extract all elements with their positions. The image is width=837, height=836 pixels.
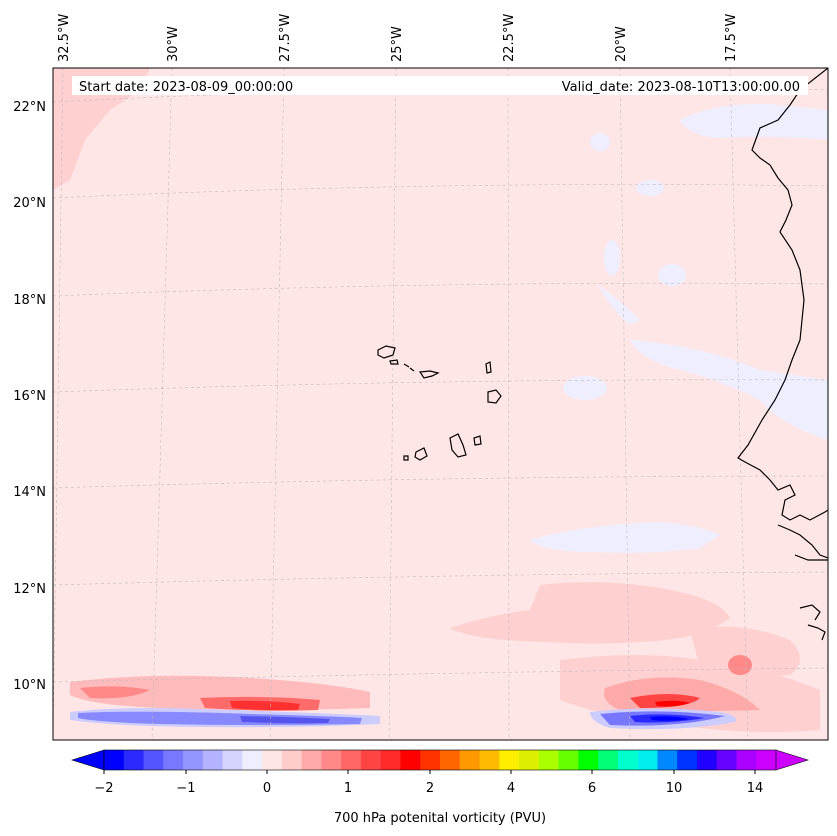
colorbar-swatch [538, 750, 560, 770]
colorbar-swatch [617, 750, 639, 770]
colorbar-swatch [459, 750, 481, 770]
lon-label-27-5w: 27.5°W [278, 14, 293, 62]
colorbar-swatch [123, 750, 145, 770]
colorbar-swatch [143, 750, 164, 770]
colorbar-swatches [104, 750, 777, 770]
colorbar-swatch [519, 750, 540, 770]
colorbar-swatch [281, 750, 303, 770]
date-label-box [72, 76, 808, 95]
lat-label-20n: 20°N [13, 196, 46, 211]
valid-date-label: Valid_date: 2023-08-10T13:00:00.00 [562, 80, 800, 95]
colorbar-swatch [104, 750, 125, 770]
cb-tick-label: −1 [176, 781, 195, 796]
cb-tick-label: −2 [94, 781, 113, 796]
cb-tick-label: 1 [344, 781, 352, 796]
lon-label-25w: 25°W [390, 26, 405, 62]
cb-tick-label: 4 [507, 781, 515, 796]
lat-label-12n: 12°N [13, 582, 46, 597]
colorbar-swatch [499, 750, 520, 770]
lon-label-22-5w: 22.5°W [502, 14, 517, 62]
colorbar-max-extend [775, 749, 810, 771]
colorbar-swatch [222, 750, 243, 770]
colorbar-swatch [202, 750, 224, 770]
colorbar-swatch [400, 750, 421, 770]
cb-tick-label: 10 [666, 781, 683, 796]
colorbar-swatch [657, 750, 678, 770]
lat-label-16n: 16°N [13, 389, 46, 404]
colorbar-swatch [440, 750, 461, 770]
lat-label-14n: 14°N [13, 485, 46, 500]
lon-label-20w: 20°W [614, 26, 629, 62]
colorbar-frame [103, 749, 777, 771]
colorbar-swatch [341, 750, 362, 770]
colorbar-swatch [163, 750, 184, 770]
colorbar-swatch [716, 750, 737, 770]
colorbar-swatch [558, 750, 579, 770]
lat-label-22n: 22°N [13, 100, 46, 115]
colorbar-swatch [637, 750, 658, 770]
colorbar-swatch [756, 750, 777, 770]
lat-label-18n: 18°N [13, 293, 46, 308]
colorbar-swatch [301, 750, 322, 770]
gridlines [53, 68, 828, 740]
cb-tick-label: 2 [426, 781, 434, 796]
colorbar-swatch [696, 750, 718, 770]
colorbar-ticks [103, 770, 756, 774]
colorbar-swatch [242, 750, 263, 770]
colorbar-swatch [360, 750, 382, 770]
colorbar-swatch [578, 750, 599, 770]
start-date-label: Start date: 2023-08-09_00:00:00 [79, 80, 293, 95]
pv-field [53, 68, 828, 733]
colorbar-swatch [598, 750, 619, 770]
lon-label-32-5w: 32.5°W [57, 14, 72, 62]
longitude-labels: 32.5°W 30°W 27.5°W 25°W 22.5°W 20°W 17.5… [57, 14, 739, 62]
colorbar-title: 700 hPa potenital vorticity (PVU) [334, 811, 546, 826]
colorbar-min-extend [70, 749, 105, 771]
colorbar-swatch [420, 750, 441, 770]
colorbar-swatch [321, 750, 342, 770]
latitude-labels: 22°N 20°N 18°N 16°N 14°N 12°N 10°N [13, 100, 46, 693]
lat-label-10n: 10°N [13, 678, 46, 693]
cb-tick-label: 0 [263, 781, 271, 796]
cb-tick-label: 6 [588, 781, 596, 796]
cabo-verde-islands [377, 345, 502, 461]
colorbar-swatch [262, 750, 283, 770]
colorbar-swatch [736, 750, 757, 770]
colorbar-swatch [380, 750, 401, 770]
cb-tick-label: 14 [747, 781, 764, 796]
colorbar-swatch [479, 750, 500, 770]
colorbar-swatch [677, 750, 698, 770]
colorbar-swatch [183, 750, 204, 770]
colorbar: −2 −1 0 1 2 4 6 10 14 700 hPa potenital … [70, 749, 810, 826]
lon-label-30w: 30°W [166, 26, 181, 62]
coastline [737, 68, 828, 641]
map-frame [52, 67, 829, 741]
lon-label-17-5w: 17.5°W [724, 14, 739, 62]
